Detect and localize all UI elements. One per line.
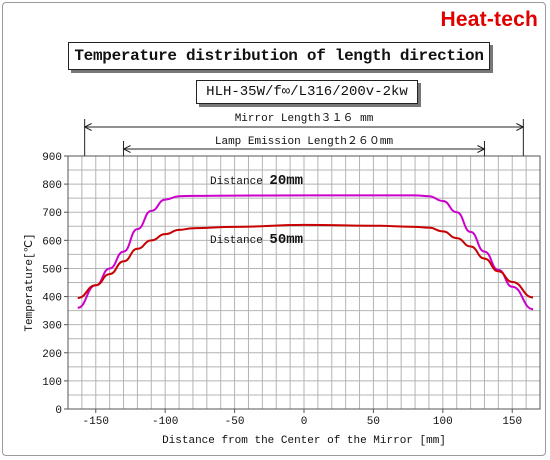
y-tick-label: 700 <box>42 208 62 220</box>
mirror-length-arrow-right <box>516 123 525 131</box>
x-tick-label: -100 <box>152 416 178 428</box>
x-tick-label: 0 <box>301 416 308 428</box>
mirror-length-arrow-left <box>83 123 92 131</box>
x-axis-label: Distance from the Center of the Mirror [… <box>162 435 446 447</box>
series-line-20mm <box>77 194 534 311</box>
tick-labels: 0 100 200 300 400 500 600 700 800 900 -150 -100 -50 0… <box>42 152 522 428</box>
model-label: HLH-35W/f∞/L316/200v-2kw <box>196 80 418 104</box>
x-tick-label: 150 <box>502 416 522 428</box>
y-tick-label: 900 <box>42 152 62 164</box>
y-tick-label: 300 <box>42 321 62 333</box>
x-tick-label: 100 <box>433 416 453 428</box>
dimension-lines: Mirror Length３１６ mm Lamp Emission Length… <box>83 112 525 156</box>
series-label-value: 20mm <box>269 173 303 189</box>
series-label-20mm: Distance 20mm <box>210 173 303 189</box>
y-tick-label: 600 <box>42 236 62 248</box>
y-tick-label: 800 <box>42 180 62 192</box>
series-label-prefix: Distance <box>210 235 269 247</box>
y-axis-label: Temperature[℃] <box>24 233 36 331</box>
series-lines <box>77 194 534 311</box>
x-tick-label: 50 <box>367 416 380 428</box>
mirror-length-label: Mirror Length３１６ mm <box>235 112 374 125</box>
series-line-50mm <box>77 223 534 299</box>
y-tick-label: 200 <box>42 349 62 361</box>
grid <box>67 155 541 410</box>
y-tick-label: 100 <box>42 377 62 389</box>
brand-logo: Heat-tech <box>440 8 538 31</box>
lamp-length-arrow-right <box>477 145 486 153</box>
x-tick-label: -150 <box>83 416 109 428</box>
series-label-value: 50mm <box>269 232 303 248</box>
y-tick-label: 0 <box>55 405 62 417</box>
chart-title: Temperature distribution of length direc… <box>68 42 490 70</box>
series-label-50mm: Distance 50mm <box>210 232 303 248</box>
lamp-length-label: Lamp Emission Length２６０mm <box>215 135 394 148</box>
x-tick-label: -50 <box>225 416 245 428</box>
series-label-prefix: Distance <box>210 176 269 188</box>
chart-frame <box>2 2 546 456</box>
y-tick-label: 400 <box>42 293 62 305</box>
lamp-length-arrow-left <box>122 145 131 153</box>
y-tick-label: 500 <box>42 264 62 276</box>
